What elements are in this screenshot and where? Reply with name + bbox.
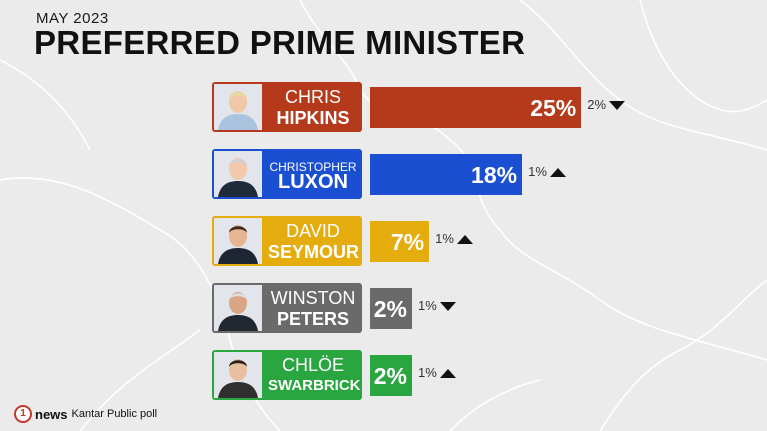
poll-date: MAY 2023 [36, 10, 109, 27]
bar: 25% [370, 87, 582, 128]
page-title: PREFERRED PRIME MINISTER [34, 24, 526, 61]
triangle-up-icon [549, 165, 566, 180]
change-indicator: 1% [435, 231, 473, 247]
change-label: 1% [418, 298, 437, 313]
candidate-card: DAVID SEYMOUR [212, 216, 362, 266]
change-label: 1% [435, 231, 454, 246]
candidate-first-name: DAVID [286, 221, 340, 241]
bar-value-label: 25% [530, 95, 577, 121]
candidate-photo [214, 352, 262, 398]
brand-name: news [35, 406, 68, 422]
candidate-last-name: SWARBRICK [268, 377, 361, 394]
candidate-photo [214, 151, 262, 197]
candidate-photo [214, 218, 262, 264]
change-label: 1% [528, 164, 547, 179]
candidate-first-name: CHRISTOPHER [269, 160, 357, 174]
triangle-down-icon [439, 299, 456, 314]
triangle-up-icon [456, 232, 473, 247]
bar: 7% [370, 221, 430, 262]
candidate-last-name: LUXON [278, 171, 348, 193]
bar-value-label: 18% [471, 162, 518, 188]
candidate-first-name: CHRIS [284, 87, 341, 107]
triangle-up-icon [439, 366, 456, 381]
poll-source: Kantar Public poll [71, 408, 158, 420]
change-indicator: 1% [418, 365, 456, 381]
candidate-card: CHLÖE SWARBRICK [212, 350, 362, 400]
change-label: 1% [418, 365, 437, 380]
news-logo-icon: 1 [14, 405, 32, 423]
bar-value-label: 7% [390, 229, 425, 255]
bar: 2% [370, 288, 412, 329]
change-indicator: 1% [528, 164, 566, 180]
candidate-first-name: CHLÖE [281, 355, 344, 375]
candidate-card: CHRISTOPHER LUXON [212, 149, 362, 199]
candidate-last-name: HIPKINS [276, 108, 350, 128]
change-indicator: 1% [418, 298, 456, 314]
change-indicator: 2% [587, 97, 626, 113]
candidate-photo [214, 285, 262, 331]
bar-value-label: 2% [373, 296, 407, 322]
candidate-card: CHRIS HIPKINS [212, 82, 362, 132]
change-label: 2% [587, 97, 607, 112]
bar: 18% [370, 154, 523, 195]
candidate-photo [214, 84, 262, 130]
bar-value-label: 2% [373, 363, 407, 389]
candidate-last-name: PETERS [276, 309, 350, 329]
footer: 1 news Kantar Public poll [14, 403, 157, 425]
bar: 2% [370, 355, 412, 396]
candidate-last-name: SEYMOUR [268, 242, 360, 262]
candidate-card: WINSTON PETERS [212, 283, 362, 333]
candidate-first-name: WINSTON [270, 288, 356, 308]
triangle-down-icon [609, 98, 626, 113]
